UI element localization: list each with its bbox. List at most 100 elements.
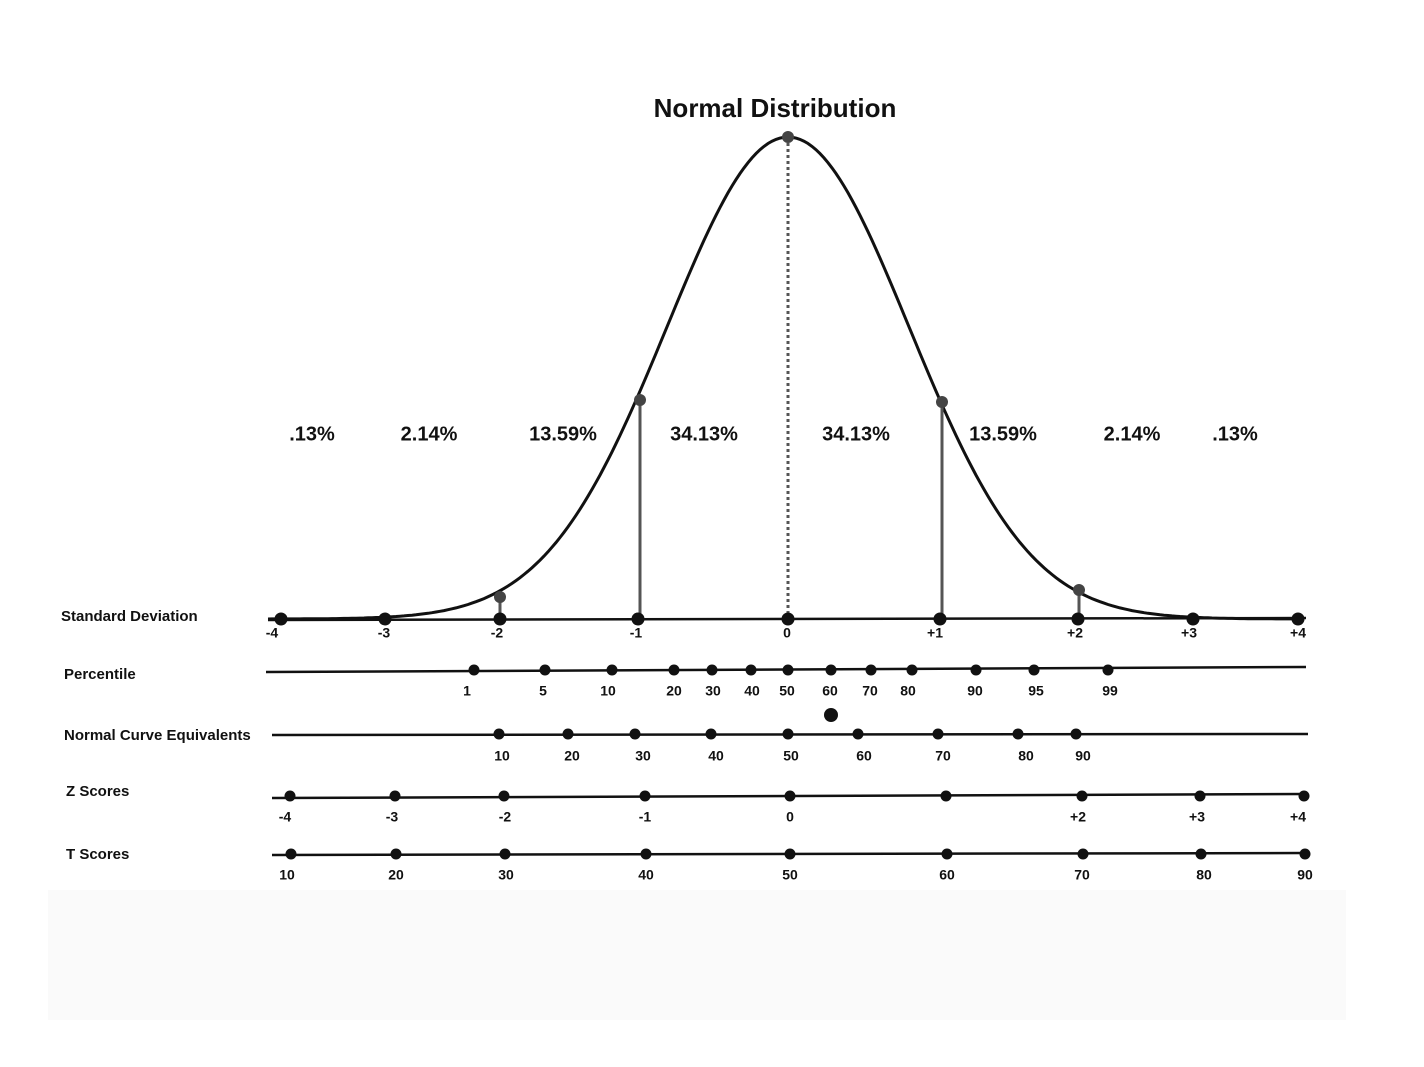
scale-dot	[782, 728, 794, 740]
tick-label: 20	[388, 867, 404, 883]
tick-label: 10	[600, 683, 616, 699]
tick-label: 70	[1074, 867, 1090, 883]
scale-dot	[706, 664, 718, 676]
tick-label: 80	[900, 683, 916, 699]
tick-label: 10	[494, 748, 510, 764]
scale-dot	[1076, 790, 1088, 802]
scale-dot	[468, 664, 480, 676]
row-label: Standard Deviation	[61, 608, 198, 625]
scale-dot	[1186, 612, 1200, 626]
scale-dot	[606, 664, 618, 676]
area-label: .13%	[289, 423, 335, 445]
area-label: 2.14%	[1104, 423, 1161, 445]
tick-label: 1	[463, 683, 471, 699]
scale-dot	[390, 848, 402, 860]
scale-dot	[1195, 848, 1207, 860]
curve-point	[634, 394, 646, 406]
scale-dot	[498, 790, 510, 802]
tick-label: 0	[783, 625, 791, 641]
tick-label: 50	[779, 683, 795, 699]
scale-dot	[285, 848, 297, 860]
tick-label: 80	[1018, 748, 1034, 764]
scale-dot	[1194, 790, 1206, 802]
tick-label: -1	[630, 625, 643, 641]
tick-label: 70	[862, 683, 878, 699]
normal-curve	[267, 135, 1304, 621]
tick-label: +1	[927, 625, 943, 641]
tick-label: -3	[378, 625, 391, 641]
tick-label: 95	[1028, 683, 1044, 699]
scale-dot	[825, 664, 837, 676]
area-label: 13.59%	[529, 423, 597, 445]
scale-dot	[852, 728, 864, 740]
scale-dot	[1071, 612, 1085, 626]
tick-label: 40	[744, 683, 760, 699]
curve-point	[782, 131, 794, 143]
tick-label: 50	[783, 748, 799, 764]
area-label: 2.14%	[401, 423, 458, 445]
scale-dot	[1012, 728, 1024, 740]
tick-label: +2	[1070, 809, 1086, 825]
scale-dot	[629, 728, 641, 740]
scale-dot	[941, 848, 953, 860]
area-label: 34.13%	[822, 423, 890, 445]
tick-label: 30	[498, 867, 514, 883]
tick-label: 99	[1102, 683, 1118, 699]
scale-dot	[499, 848, 511, 860]
scale-dot	[865, 664, 877, 676]
row-label: T Scores	[66, 846, 129, 863]
tick-label: -2	[491, 625, 504, 641]
scale-dot	[705, 728, 717, 740]
curve-points	[494, 131, 1085, 603]
tick-label: 20	[564, 748, 580, 764]
tick-label: -2	[499, 809, 512, 825]
curve-point	[936, 396, 948, 408]
curve-point	[1073, 584, 1085, 596]
tick-label: 70	[935, 748, 951, 764]
scale-dot	[1291, 612, 1305, 626]
scale-dot	[1102, 664, 1114, 676]
scale-dot	[784, 790, 796, 802]
tick-label: -4	[266, 625, 279, 641]
row-label: Z Scores	[66, 783, 129, 800]
tick-label: +4	[1290, 809, 1306, 825]
scale-dot	[284, 790, 296, 802]
tick-label: -4	[279, 809, 292, 825]
scale-dot	[1077, 848, 1089, 860]
tick-label: +4	[1290, 625, 1306, 641]
row-label: Normal Curve Equivalents	[64, 727, 251, 744]
scale-dot	[940, 790, 952, 802]
scale-dot	[668, 664, 680, 676]
tick-label: 60	[822, 683, 838, 699]
tick-label: 5	[539, 683, 547, 699]
scale-dot	[1070, 728, 1082, 740]
scale-dot	[539, 664, 551, 676]
scale-dot	[782, 664, 794, 676]
tick-label: +3	[1189, 809, 1205, 825]
tick-label: 30	[705, 683, 721, 699]
tick-label: 40	[638, 867, 654, 883]
tick-label: 90	[1297, 867, 1313, 883]
tick-label: 90	[967, 683, 983, 699]
scale-dot	[378, 612, 392, 626]
area-label: 34.13%	[670, 423, 738, 445]
scale-dot	[932, 728, 944, 740]
tick-label: -3	[386, 809, 399, 825]
scale-dot	[1299, 848, 1311, 860]
tick-label: 60	[939, 867, 955, 883]
tick-label: 50	[782, 867, 798, 883]
tick-label: 30	[635, 748, 651, 764]
tick-label: 20	[666, 683, 682, 699]
area-label: .13%	[1212, 423, 1258, 445]
scale-dot	[745, 664, 757, 676]
scale-dot	[631, 612, 645, 626]
scale-dot	[389, 790, 401, 802]
title: Normal Distribution	[654, 93, 897, 123]
scale-dot	[562, 728, 574, 740]
scale-dot	[781, 612, 795, 626]
area-label: 13.59%	[969, 423, 1037, 445]
scale-dot	[1298, 790, 1310, 802]
tick-label: 0	[786, 809, 794, 825]
scale-dot	[970, 664, 982, 676]
